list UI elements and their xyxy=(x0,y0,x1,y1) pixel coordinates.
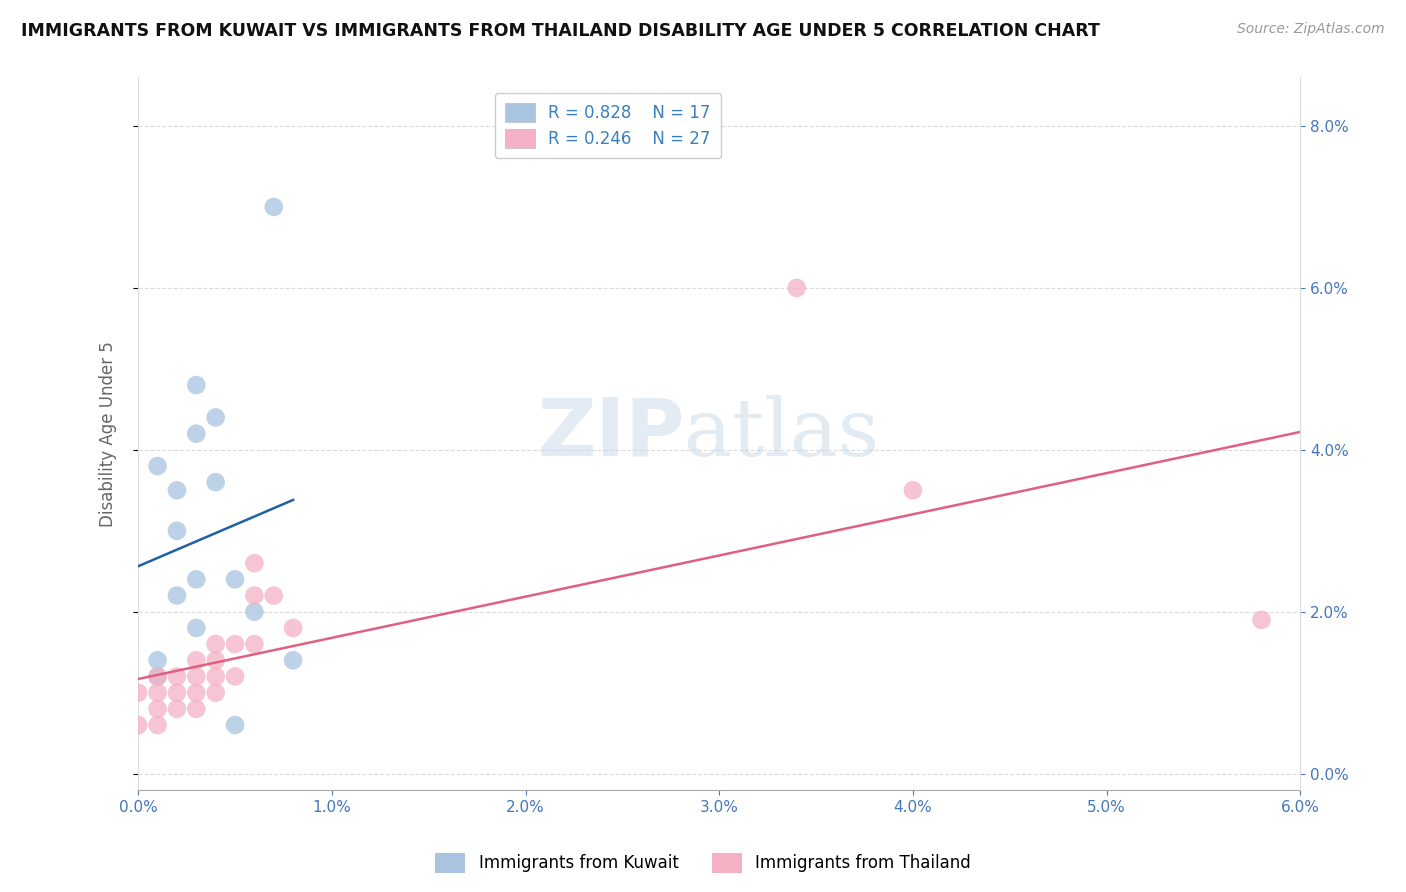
Point xyxy=(786,281,808,295)
Legend: Immigrants from Kuwait, Immigrants from Thailand: Immigrants from Kuwait, Immigrants from … xyxy=(429,847,977,880)
Point xyxy=(166,669,188,683)
Point xyxy=(186,653,208,667)
Point xyxy=(166,524,188,538)
Point xyxy=(204,686,226,700)
Point xyxy=(281,653,304,667)
Point xyxy=(127,686,149,700)
Point xyxy=(127,718,149,732)
Point xyxy=(146,686,169,700)
Point xyxy=(204,410,226,425)
Point xyxy=(204,653,226,667)
Point xyxy=(166,702,188,716)
Text: atlas: atlas xyxy=(685,394,880,473)
Point xyxy=(224,637,246,651)
Point xyxy=(263,200,285,214)
Point xyxy=(243,556,266,570)
Point xyxy=(186,702,208,716)
Point xyxy=(901,483,924,498)
Point xyxy=(146,718,169,732)
Point xyxy=(243,637,266,651)
Point xyxy=(243,605,266,619)
Point xyxy=(204,637,226,651)
Point xyxy=(186,426,208,441)
Y-axis label: Disability Age Under 5: Disability Age Under 5 xyxy=(100,341,117,526)
Point xyxy=(146,458,169,473)
Text: ZIP: ZIP xyxy=(537,394,685,473)
Point xyxy=(263,589,285,603)
Point xyxy=(146,669,169,683)
Point xyxy=(243,589,266,603)
Text: Source: ZipAtlas.com: Source: ZipAtlas.com xyxy=(1237,22,1385,37)
Point xyxy=(186,378,208,392)
Point xyxy=(224,718,246,732)
Point xyxy=(146,669,169,683)
Point xyxy=(166,686,188,700)
Point xyxy=(204,669,226,683)
Point xyxy=(166,483,188,498)
Point xyxy=(186,573,208,587)
Point xyxy=(146,653,169,667)
Point xyxy=(204,475,226,490)
Legend: R = 0.828    N = 17, R = 0.246    N = 27: R = 0.828 N = 17, R = 0.246 N = 27 xyxy=(495,93,721,158)
Point xyxy=(186,669,208,683)
Point xyxy=(1250,613,1272,627)
Point xyxy=(186,621,208,635)
Point xyxy=(166,589,188,603)
Point xyxy=(146,702,169,716)
Point xyxy=(186,686,208,700)
Text: IMMIGRANTS FROM KUWAIT VS IMMIGRANTS FROM THAILAND DISABILITY AGE UNDER 5 CORREL: IMMIGRANTS FROM KUWAIT VS IMMIGRANTS FRO… xyxy=(21,22,1099,40)
Point xyxy=(224,669,246,683)
Point xyxy=(281,621,304,635)
Point xyxy=(224,573,246,587)
